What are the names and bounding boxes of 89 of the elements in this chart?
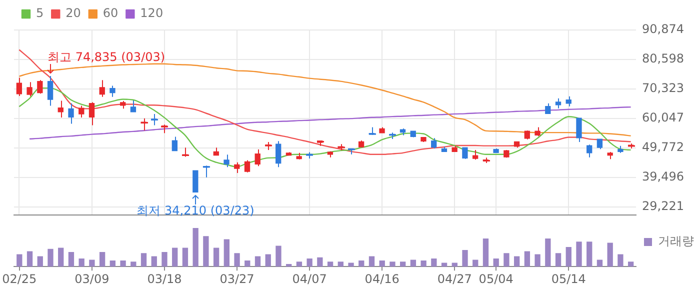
- bar: [110, 260, 116, 267]
- y-tick-label: 39,496: [642, 169, 684, 184]
- bar: [224, 239, 230, 267]
- bar: [379, 260, 385, 267]
- bar: [151, 256, 157, 267]
- bar: [182, 248, 188, 267]
- bar: [296, 262, 302, 267]
- bar: [244, 260, 250, 267]
- bar: [504, 253, 510, 267]
- bar: [265, 254, 271, 267]
- x-tick-label: 02/25: [2, 272, 37, 286]
- bar: [68, 252, 74, 267]
- bar: [566, 246, 572, 267]
- x-tick-label: 05/14: [551, 272, 586, 286]
- bar: [534, 254, 540, 267]
- bar: [162, 252, 168, 267]
- bar: [78, 258, 84, 267]
- x-tick-label: 04/27: [437, 272, 472, 286]
- bar: [192, 228, 198, 267]
- bar: [358, 260, 364, 267]
- bar: [390, 262, 396, 267]
- bar: [618, 254, 624, 267]
- candlestick: [26, 82, 32, 97]
- bar: [441, 262, 448, 267]
- bar: [306, 258, 312, 267]
- bar: [48, 248, 54, 267]
- legend-label: 거래량: [658, 234, 694, 248]
- bar: [172, 248, 178, 267]
- bar: [555, 253, 562, 267]
- bar: [327, 262, 334, 267]
- y-tick-label: 80,598: [642, 52, 684, 66]
- legend-label: 20: [66, 6, 81, 20]
- bar: [628, 262, 634, 267]
- x-tick-label: 04/07: [292, 272, 327, 286]
- annotation: 최저 34,210 (03/23): [136, 204, 254, 218]
- legend-label: 60: [102, 6, 118, 20]
- y-tick-label: 70,323: [642, 81, 684, 96]
- bar: [462, 250, 468, 267]
- bar: [348, 262, 354, 267]
- line-series: [18, 49, 632, 155]
- candlestick: [493, 148, 499, 154]
- y-tick-label: 49,772: [642, 140, 684, 154]
- y-tick-label: 60,047: [642, 110, 684, 125]
- bar: [410, 260, 416, 267]
- x-tick-label: 05/04: [478, 272, 514, 286]
- annotation: 최고 74,835 (03/03): [48, 50, 166, 64]
- bar: [493, 258, 499, 267]
- bar: [276, 246, 282, 267]
- bar: [286, 264, 292, 267]
- legend-label: 5: [36, 6, 44, 20]
- bar: [317, 257, 323, 267]
- x-tick-label: 03/27: [220, 272, 254, 286]
- bar: [596, 260, 603, 267]
- bar: [338, 262, 344, 267]
- bar: [431, 258, 437, 267]
- bar: [213, 248, 220, 267]
- bar: [368, 256, 375, 267]
- bar: [420, 260, 426, 267]
- bar: [545, 238, 551, 267]
- bar: [37, 256, 43, 267]
- candlestick: [420, 136, 426, 143]
- bar: [26, 251, 33, 267]
- legend-label: 120: [140, 6, 164, 20]
- bar: [607, 242, 613, 267]
- line-series: [28, 106, 632, 140]
- bar: [524, 251, 530, 267]
- bar: [99, 252, 106, 267]
- bar: [130, 262, 136, 267]
- y-tick-label: 90,874: [642, 22, 684, 36]
- y-tick-label: 29,221: [642, 198, 684, 213]
- candlestick: [224, 154, 230, 168]
- bar: [234, 253, 240, 267]
- bar: [400, 262, 406, 267]
- x-tick-label: 03/09: [74, 272, 110, 286]
- bar: [514, 256, 520, 267]
- bar: [576, 242, 582, 267]
- x-tick-label: 04/16: [364, 272, 400, 286]
- bar: [16, 254, 22, 267]
- bar: [203, 236, 209, 267]
- bar: [472, 260, 478, 267]
- bar: [140, 253, 147, 267]
- bar: [452, 262, 458, 267]
- bar: [89, 260, 95, 267]
- x-tick-label: 03/18: [147, 272, 182, 286]
- bar: [58, 248, 64, 267]
- bar: [254, 256, 261, 267]
- bar: [586, 242, 592, 267]
- bar: [120, 260, 126, 267]
- bar: [482, 238, 489, 267]
